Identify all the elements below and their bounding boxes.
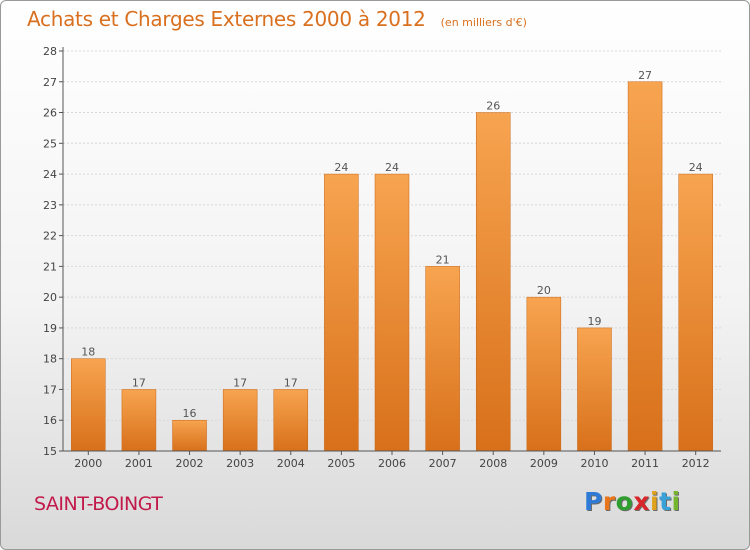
data-label: 21 [436, 253, 450, 266]
proxiti-logo: Proxiti [584, 487, 681, 516]
logo-letter: i [671, 487, 681, 516]
y-tick-label: 20 [43, 291, 57, 304]
bar-2005 [324, 173, 359, 452]
bar-2000 [71, 358, 106, 452]
data-label: 17 [132, 376, 146, 389]
data-label: 17 [284, 376, 298, 389]
x-tick-label: 2001 [125, 457, 153, 470]
y-tick-label: 22 [43, 230, 57, 243]
x-tick-label: 2011 [631, 457, 659, 470]
commune-name: SAINT-BOINGT [34, 493, 163, 515]
bar-2003 [222, 389, 258, 452]
logo-letter: t [659, 487, 672, 516]
logo-letter: x [633, 487, 650, 516]
y-tick-label: 17 [43, 383, 57, 396]
x-tick-label: 2005 [327, 457, 355, 470]
bar-2004 [273, 389, 309, 452]
x-tick-label: 2012 [682, 457, 710, 470]
x-tick-label: 2007 [429, 457, 457, 470]
data-label: 24 [385, 161, 399, 174]
logo-letter: P [584, 487, 603, 516]
y-tick-label: 23 [43, 199, 57, 212]
y-tick-label: 18 [43, 353, 57, 366]
chart-title-block: Achats et Charges Externes 2000 à 2012 (… [27, 7, 527, 31]
x-tick-label: 2003 [226, 457, 254, 470]
logo-letter: r [602, 487, 616, 516]
bar-2008 [475, 112, 511, 452]
bar-2002 [172, 419, 207, 452]
logo-letter: i [650, 487, 660, 516]
bar-2001 [121, 389, 157, 452]
x-tick-label: 2000 [74, 457, 102, 470]
data-label: 17 [233, 376, 247, 389]
y-tick-label: 26 [43, 107, 57, 120]
y-tick-label: 19 [43, 322, 57, 335]
data-label: 24 [689, 161, 703, 174]
bar-2007 [425, 266, 460, 452]
chart-unit-note: (en milliers d'€) [440, 16, 527, 29]
data-label: 24 [334, 161, 348, 174]
y-tick-label: 21 [43, 260, 57, 273]
y-tick-label: 16 [43, 414, 57, 427]
y-tick-label: 25 [43, 137, 57, 150]
y-tick-label: 28 [43, 45, 57, 58]
x-tick-label: 2008 [479, 457, 507, 470]
data-label: 18 [81, 346, 95, 359]
axes: 15 16 17 18 19 20 21 22 23 24 25 26 27 28 2000 2001 2002… [43, 45, 721, 470]
x-tick-label: 2009 [530, 457, 558, 470]
x-tick-label: 2002 [176, 457, 204, 470]
x-tick-label: 2006 [378, 457, 406, 470]
x-tick-label: 2004 [277, 457, 305, 470]
bar-2010 [577, 327, 612, 452]
y-tick-label: 24 [43, 168, 57, 181]
bar-2011 [627, 81, 663, 452]
data-label: 26 [486, 100, 500, 113]
y-tick-label: 15 [43, 445, 57, 458]
y-tick-label: 27 [43, 76, 57, 89]
data-labels: 18 17 16 17 17 24 24 21 26 20 19 27 24 [81, 69, 702, 420]
data-label: 27 [638, 69, 652, 82]
data-label: 20 [537, 284, 551, 297]
bar-2006 [374, 173, 410, 452]
x-tick-label: 2010 [580, 457, 608, 470]
bars [71, 81, 713, 452]
bar-2009 [526, 296, 562, 452]
bar-2012 [678, 173, 713, 452]
data-label: 16 [183, 407, 197, 420]
chart-title: Achats et Charges Externes 2000 à 2012 [27, 7, 426, 31]
logo-letter: o [615, 487, 634, 516]
data-label: 19 [587, 315, 601, 328]
